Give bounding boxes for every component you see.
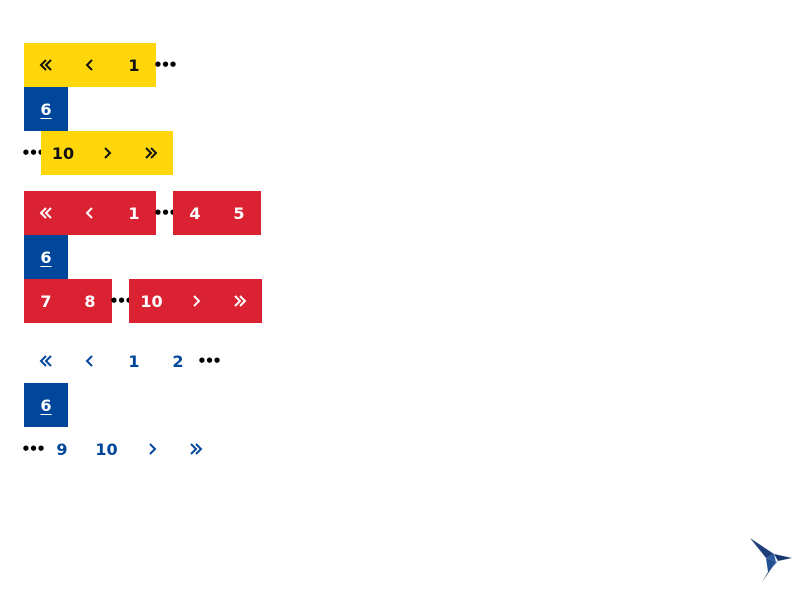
page-10-button[interactable]: 10 [95,439,118,459]
chevron-left-icon [85,59,93,71]
previous-page-button[interactable] [68,191,112,235]
page-1-button[interactable]: 1 [128,351,140,371]
last-page-button[interactable] [129,131,173,175]
last-page-button[interactable] [218,279,262,323]
first-page-button[interactable] [24,43,68,87]
chevron-right-icon [104,147,112,159]
page-2-button[interactable]: 2 [172,351,184,371]
double-chevron-right-icon [145,147,158,159]
ellipsis: ••• [21,144,46,162]
hummingbird-logo-icon [750,538,792,582]
chevron-left-icon [85,207,93,219]
chevron-right-icon [193,295,201,307]
chevron-left-icon [85,355,93,367]
current-page-6[interactable]: 6 [24,87,68,131]
ellipsis: ••• [197,352,222,370]
page-9-button[interactable]: 9 [56,439,68,459]
double-chevron-right-icon [234,295,247,307]
next-page-button[interactable] [174,279,218,323]
ellipsis: ••• [21,440,46,458]
page-7-button[interactable]: 7 [24,279,68,323]
page-8-button[interactable]: 8 [68,279,112,323]
chevron-right-icon [149,443,157,455]
page-1-button[interactable]: 1 [112,191,156,235]
current-page-6[interactable]: 6 [24,383,68,427]
current-page-6[interactable]: 6 [24,235,68,279]
first-page-button[interactable] [24,339,68,383]
first-page-button[interactable] [24,191,68,235]
ellipsis: ••• [109,292,134,310]
page-4-button[interactable]: 4 [173,191,217,235]
next-page-button[interactable] [85,131,129,175]
last-page-button[interactable] [174,427,218,471]
previous-page-button[interactable] [68,43,112,87]
next-page-button[interactable] [130,427,174,471]
ellipsis: ••• [153,56,178,74]
double-chevron-left-icon [39,59,52,71]
page-1-button[interactable]: 1 [112,43,156,87]
page-10-button[interactable]: 10 [41,131,85,175]
page-5-button[interactable]: 5 [217,191,261,235]
page-10-button[interactable]: 10 [129,279,174,323]
ellipsis: ••• [153,204,178,222]
previous-page-button[interactable] [68,339,112,383]
double-chevron-left-icon [39,207,52,219]
double-chevron-left-icon [39,355,52,367]
double-chevron-right-icon [190,443,203,455]
